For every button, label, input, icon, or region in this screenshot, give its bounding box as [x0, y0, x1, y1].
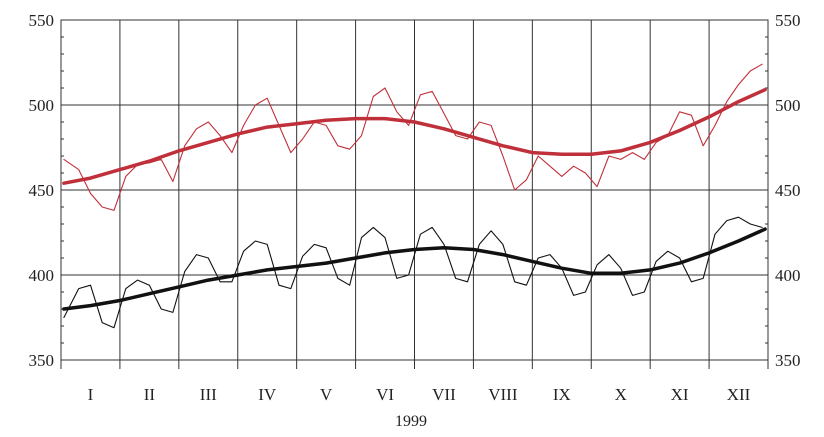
series-layer — [62, 63, 767, 329]
y-tick-label-right: 400 — [775, 266, 801, 285]
y-tick-label-left: 400 — [29, 266, 55, 285]
y-tick-label-left: 500 — [29, 96, 55, 115]
x-tick-label: IV — [258, 385, 277, 404]
x-axis-title: 1999 — [395, 413, 427, 430]
series-trend-line — [62, 87, 767, 185]
x-tick-label: VIII — [488, 385, 518, 404]
y-tick-label-left: 350 — [29, 351, 55, 370]
x-tick-label: X — [615, 385, 627, 404]
y-tick-label-right: 550 — [775, 11, 801, 30]
axes-layer — [60, 19, 769, 369]
y-tick-label-right: 500 — [775, 96, 801, 115]
grid-layer — [61, 20, 768, 360]
x-tick-label: XII — [727, 385, 751, 404]
x-tick-label: V — [320, 385, 333, 404]
x-tick-label: XI — [671, 385, 689, 404]
x-tick-label: VII — [432, 385, 456, 404]
x-tick-label: II — [144, 385, 156, 404]
x-tick-label: I — [88, 385, 94, 404]
y-tick-label-right: 450 — [775, 181, 801, 200]
x-tick-label: VI — [376, 385, 394, 404]
series-line — [63, 216, 763, 329]
y-tick-label-left: 550 — [29, 11, 55, 30]
series-trend-line — [62, 227, 767, 311]
y-tick-label-right: 350 — [775, 351, 801, 370]
y-tick-label-left: 450 — [29, 181, 55, 200]
series-line — [63, 63, 763, 211]
x-tick-label: IX — [553, 385, 571, 404]
x-tick-label: III — [200, 385, 217, 404]
